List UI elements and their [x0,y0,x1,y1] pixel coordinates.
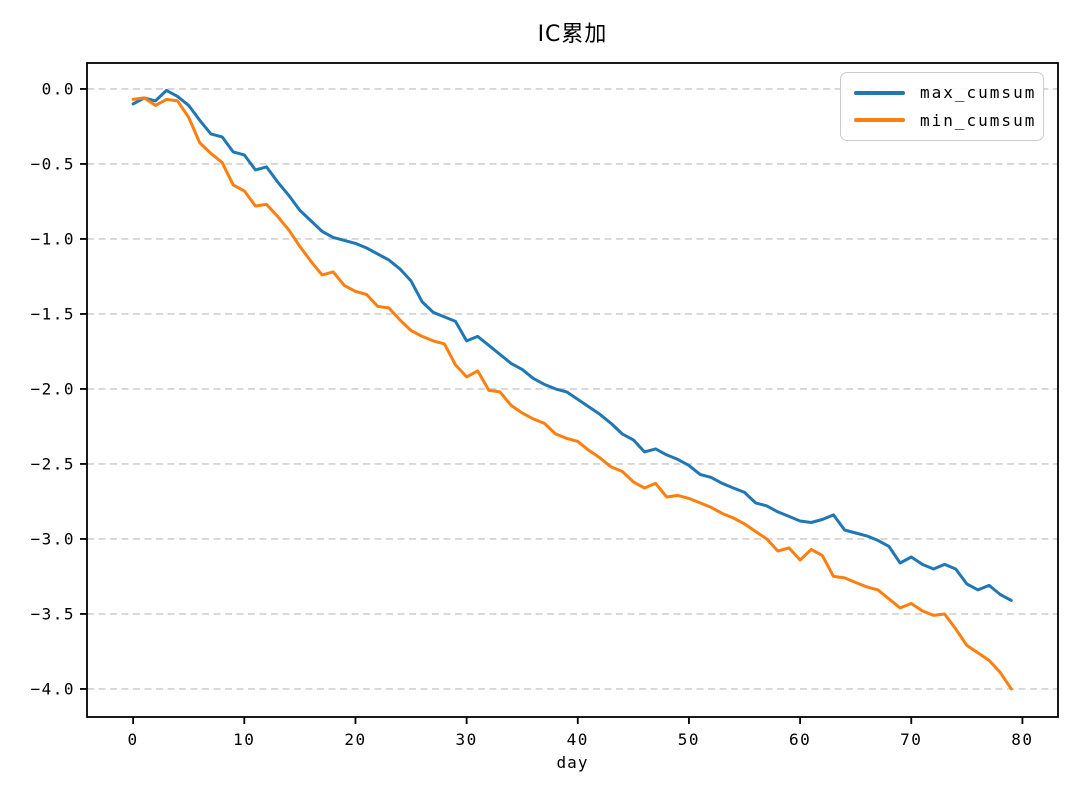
legend-label-max-cumsum: max_cumsum [920,83,1037,103]
legend-item-max-cumsum: max_cumsum [854,83,1034,102]
x-tick-label: 20 [344,730,366,749]
y-tick-label: −1.5 [30,304,75,323]
legend-label-min-cumsum: min_cumsum [920,110,1037,130]
axes-frame [86,62,1059,718]
legend-item-min-cumsum: min_cumsum [854,111,1034,130]
y-tick-label: −1.0 [30,229,75,248]
y-tick-label: −2.5 [30,454,75,473]
x-tick-label: 10 [233,730,255,749]
y-tick-label: −4.0 [30,679,75,698]
legend-swatch-min-cumsum [854,118,905,123]
x-tick-label: 70 [900,730,922,749]
x-tick-label: 80 [1011,730,1033,749]
legend-swatch-max-cumsum [854,90,905,95]
x-tick-label: 30 [455,730,477,749]
y-tick-label: −3.0 [30,529,75,548]
x-tick-label: 40 [567,730,589,749]
y-tick-label: −3.5 [30,604,75,623]
x-axis-label: day [556,753,589,772]
x-tick-label: 60 [789,730,811,749]
y-tick-label: −0.5 [30,154,75,173]
line-max_cumsum [131,88,1013,602]
x-tick-label: 0 [128,730,139,749]
y-tick-label: −2.0 [30,379,75,398]
legend: max_cumsum min_cumsum [840,72,1044,141]
line-min_cumsum [131,96,1013,691]
chart-title: IC累加 [537,22,608,47]
y-tick-label: 0.0 [42,79,75,98]
x-tick-label: 50 [678,730,700,749]
